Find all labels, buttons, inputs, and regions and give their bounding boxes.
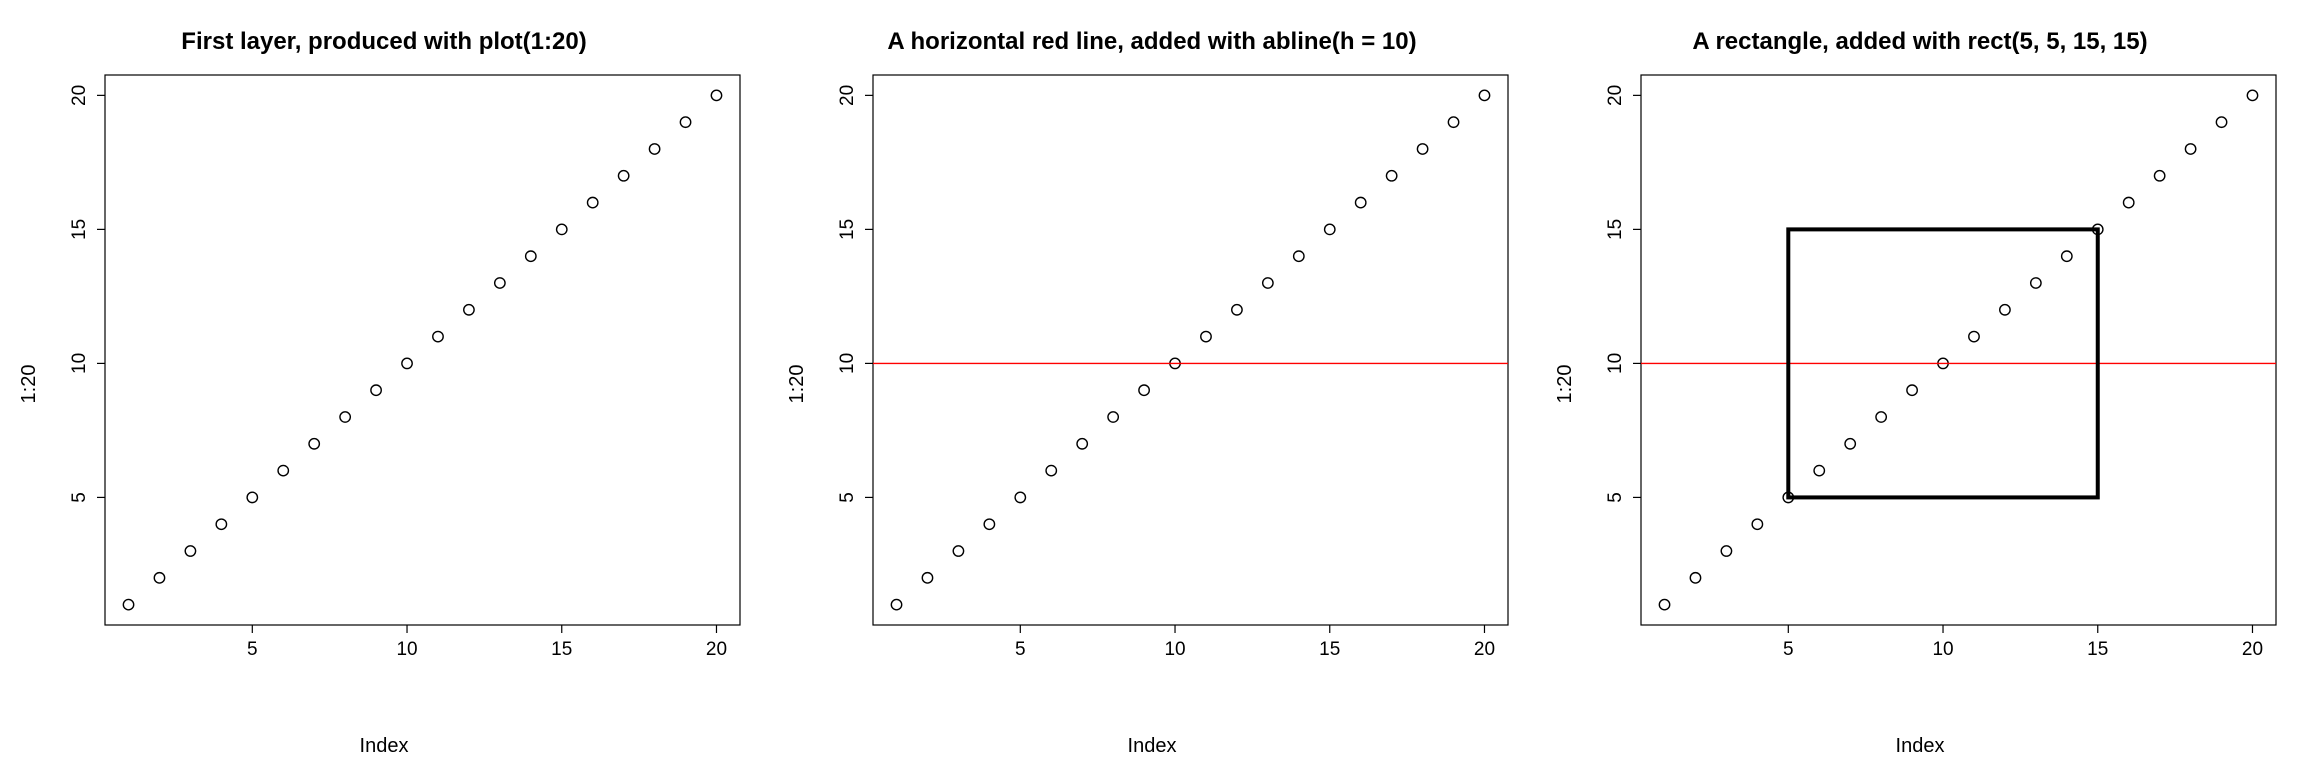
x-tick-label: 5	[1783, 639, 1794, 660]
panel-3-plot: 5 10 15 20 5 10 15 20	[1536, 0, 2304, 768]
panel-2: A horizontal red line, added with abline…	[768, 0, 1536, 768]
x-tick-label: 10	[396, 639, 417, 660]
y-tick-label: 15	[1605, 219, 1626, 240]
y-tick-label: 20	[1605, 85, 1626, 106]
x-tick-label: 10	[1164, 639, 1185, 660]
x-tick-label: 15	[2087, 639, 2108, 660]
x-tick-label: 10	[1932, 639, 1953, 660]
panel-3: A rectangle, added with rect(5, 5, 15, 1…	[1536, 0, 2304, 768]
panel-1-plot: 5 10 15 20 5 10 15 20	[0, 0, 768, 768]
x-tick-label: 5	[1015, 639, 1026, 660]
y-tick-label: 10	[837, 353, 858, 374]
panel-2-plot: 5 10 15 20 5 10 15 20	[768, 0, 1536, 768]
x-tick-label: 20	[2242, 639, 2263, 660]
scatter-points	[123, 90, 721, 610]
panel-1: First layer, produced with plot(1:20) 1:…	[0, 0, 768, 768]
scatter-points	[891, 90, 1489, 610]
x-tick-label: 20	[1474, 639, 1495, 660]
x-tick-label: 15	[1319, 639, 1340, 660]
y-tick-label: 15	[69, 219, 90, 240]
x-tick-label: 5	[247, 639, 258, 660]
x-tick-label: 15	[551, 639, 572, 660]
y-tick-label: 10	[69, 353, 90, 374]
scatter-points	[1659, 90, 2257, 610]
x-tick-label: 20	[706, 639, 727, 660]
y-tick-label: 20	[837, 85, 858, 106]
y-tick-label: 15	[837, 219, 858, 240]
y-tick-label: 10	[1605, 353, 1626, 374]
y-tick-label: 5	[837, 492, 858, 503]
y-tick-label: 5	[69, 492, 90, 503]
y-tick-label: 20	[69, 85, 90, 106]
panels-row: First layer, produced with plot(1:20) 1:…	[0, 0, 2304, 768]
y-tick-label: 5	[1605, 492, 1626, 503]
